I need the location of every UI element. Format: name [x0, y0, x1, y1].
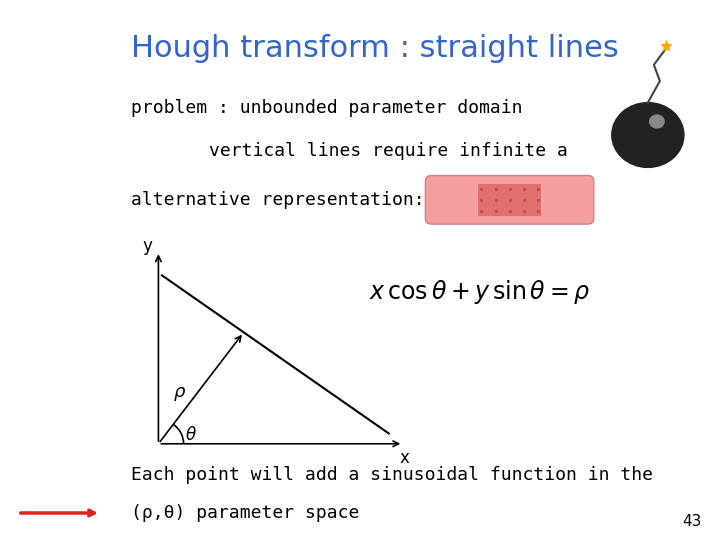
Text: $x\,\cos\theta + y\,\sin\theta = \rho$: $x\,\cos\theta + y\,\sin\theta = \rho$ [369, 278, 590, 306]
Text: x: x [400, 449, 410, 467]
Text: alternative representation:: alternative representation: [131, 191, 425, 209]
FancyBboxPatch shape [426, 176, 594, 224]
Text: Vision: Vision [29, 93, 90, 112]
Text: Each point will add a sinusoidal function in the: Each point will add a sinusoidal functio… [131, 466, 653, 484]
Circle shape [612, 103, 684, 167]
Text: vertical lines require infinite a: vertical lines require infinite a [209, 142, 568, 160]
Text: problem : unbounded parameter domain: problem : unbounded parameter domain [131, 99, 522, 117]
Text: 43: 43 [683, 514, 702, 529]
Circle shape [649, 115, 664, 128]
FancyBboxPatch shape [478, 184, 541, 216]
Text: y: y [143, 237, 153, 255]
Text: Computer: Computer [9, 56, 109, 74]
Text: (ρ,θ) parameter space: (ρ,θ) parameter space [131, 504, 359, 522]
Text: Hough transform : straight lines: Hough transform : straight lines [131, 34, 618, 63]
Text: $\rho$: $\rho$ [174, 384, 186, 402]
Text: $\theta$: $\theta$ [185, 426, 197, 444]
